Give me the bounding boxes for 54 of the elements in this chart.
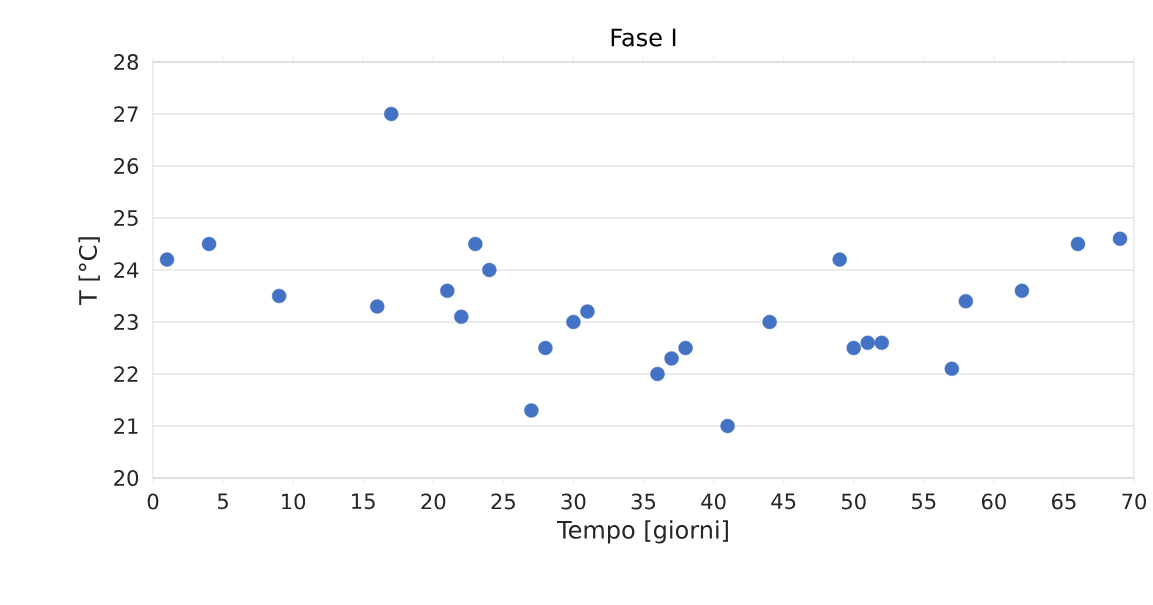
point [720,418,735,434]
y-tick-label: 22 [114,366,138,382]
point [370,299,385,314]
point [1112,231,1128,246]
x-tick-label: 50 [841,493,866,510]
x-tick-label: 45 [771,493,796,510]
y-tick-label: 23 [114,314,138,330]
point [832,252,847,267]
point [159,252,175,267]
point [524,403,539,418]
point [958,294,974,309]
x-tick-label: 55 [912,493,936,510]
x-tick-label: 65 [1052,493,1076,510]
y-tick-label: 21 [114,418,138,434]
x-tick-label: 40 [701,493,726,510]
point [566,314,581,330]
x-tick-label: 30 [561,493,586,510]
y-tick-label: 25 [114,210,138,226]
point [580,304,595,319]
point [538,340,553,356]
point [846,340,861,356]
x-tick-label: 15 [352,493,375,510]
point [1070,236,1086,252]
point [482,262,497,278]
point [944,361,960,376]
point [454,309,469,324]
y-tick-label: 28 [114,54,139,70]
y-tick-label: 24 [114,262,139,278]
point [201,236,217,252]
x-tick-label: 70 [1122,493,1146,510]
point [664,351,679,366]
x-tick-label: 10 [282,493,306,510]
point [271,288,287,304]
point [468,236,483,252]
y-tick-label: 27 [114,106,138,122]
x-tick-label: 20 [421,493,446,510]
point [1014,283,1030,298]
point [678,340,693,356]
x-tick-label: 25 [491,493,515,510]
x-axis-title: Tempo [giorni] [556,520,728,544]
point [762,314,777,330]
point [440,283,455,298]
y-tick-label: 20 [114,470,139,486]
x-tick-label: 5 [218,493,228,510]
point [860,335,875,350]
point [874,335,889,350]
point [650,366,665,382]
x-tick-label: 35 [631,493,656,510]
point [384,106,399,122]
chart-title: Fase I [611,28,676,47]
x-tick-label: 0 [147,493,159,510]
y-axis-title: T [°C] [78,237,100,305]
y-tick-label: 26 [114,158,139,174]
x-tick-label: 60 [981,493,1006,510]
